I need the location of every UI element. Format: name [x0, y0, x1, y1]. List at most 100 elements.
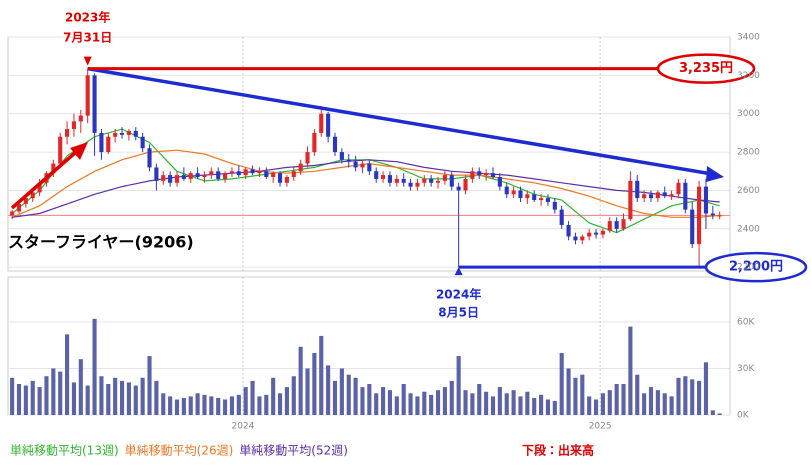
candle-body — [37, 182, 42, 193]
volume-bar — [298, 346, 303, 415]
candle-body — [174, 175, 180, 183]
candle-body — [133, 130, 138, 137]
volume-bar — [374, 393, 379, 415]
volume-bar — [168, 396, 173, 415]
volume-bar — [497, 387, 502, 415]
candle-body — [648, 194, 654, 199]
candle-body — [360, 163, 365, 168]
candle-body — [710, 213, 715, 216]
candle-body — [566, 224, 571, 237]
candle-body — [703, 186, 709, 214]
arrow-head — [70, 142, 88, 160]
candle-body — [250, 169, 255, 174]
candle-body — [539, 198, 544, 201]
candle-body — [593, 232, 599, 235]
candle-body — [99, 132, 104, 153]
candle-body — [298, 163, 303, 172]
candle-body — [435, 180, 441, 183]
volume-bar — [202, 394, 207, 415]
low-date: 2024年 — [436, 287, 481, 302]
volume-bar — [174, 399, 180, 415]
volume-bar — [44, 376, 49, 415]
volume-bar — [188, 396, 193, 415]
y-tick-label: 3000 — [737, 109, 760, 119]
peak-date: 7月31日 — [63, 31, 112, 45]
candle-body — [429, 178, 434, 183]
volume-bar — [332, 380, 338, 415]
y-tick-label: 2400 — [737, 224, 760, 234]
volume-bar — [593, 399, 599, 415]
volume-bar — [387, 390, 393, 415]
candle-body — [119, 132, 125, 135]
volume-bar — [51, 368, 56, 415]
y-tick-label: 2200 — [737, 263, 760, 273]
volume-bar — [394, 396, 399, 415]
candle-body — [65, 129, 70, 137]
volume-bar — [37, 387, 42, 415]
candle-body — [264, 171, 269, 178]
peak-price-label: 3,235円 — [679, 61, 733, 76]
candle-body — [552, 201, 557, 210]
volume-bar — [697, 380, 702, 415]
y-tick-label: 30K — [737, 364, 755, 374]
volume-bar — [442, 387, 447, 415]
volume-bar — [23, 385, 28, 415]
volume-bar — [277, 393, 283, 415]
volume-bar — [655, 390, 660, 415]
candle-body — [23, 198, 28, 204]
candle-body — [545, 198, 551, 202]
volume-bar — [710, 410, 715, 415]
volume-bar — [511, 390, 516, 415]
volume-bar — [133, 385, 138, 415]
candle-body — [683, 182, 688, 210]
candle-body — [607, 221, 612, 231]
volume-bar — [99, 376, 104, 415]
volume-bar — [381, 387, 386, 415]
volume-bar — [65, 334, 70, 415]
volume-bar — [600, 393, 605, 415]
volume-bar — [284, 387, 289, 415]
volume-bar — [271, 377, 276, 415]
volume-bar — [717, 413, 722, 415]
candle-body — [319, 113, 324, 133]
candle-body — [223, 173, 228, 179]
x-tick-label: 2025 — [589, 422, 612, 432]
volume-bar — [223, 399, 228, 415]
volume-bar — [614, 383, 619, 415]
candle-body — [717, 215, 722, 217]
candle-body — [490, 173, 496, 178]
volume-bar — [504, 393, 509, 415]
low-pointer — [454, 267, 463, 276]
volume-bar — [422, 391, 427, 415]
volume-bar — [58, 371, 63, 415]
volume-bar — [580, 374, 585, 415]
volume-bar — [470, 393, 475, 415]
volume-bar — [669, 396, 674, 415]
volume-bar — [607, 390, 612, 415]
candle-body — [353, 161, 358, 168]
volume-bar — [305, 368, 310, 415]
candle-body — [662, 192, 667, 197]
candle-body — [305, 152, 310, 164]
legend-entry: 単純移動平均(13週) — [10, 444, 119, 458]
volume-bar — [181, 397, 186, 415]
candle-body — [154, 167, 159, 181]
candle-body — [559, 209, 564, 225]
candle-body — [202, 175, 207, 178]
volume-bar — [703, 362, 709, 415]
volume-bar — [463, 390, 468, 415]
candle-body — [229, 171, 235, 174]
legend-entry: 単純移動平均(52週) — [239, 444, 348, 458]
volume-bar — [525, 391, 530, 415]
volume-bar — [140, 377, 145, 415]
candle-body — [339, 152, 344, 160]
candle-body — [580, 236, 585, 241]
candle-body — [209, 171, 214, 176]
y-tick-label: 60K — [737, 317, 755, 327]
y-tick-label: 2600 — [737, 186, 760, 196]
candle-body — [147, 148, 152, 168]
volume-label: 下段：出来高 — [522, 443, 594, 458]
volume-bar — [209, 396, 214, 415]
volume-bar — [490, 396, 496, 415]
candle-body — [442, 175, 447, 181]
